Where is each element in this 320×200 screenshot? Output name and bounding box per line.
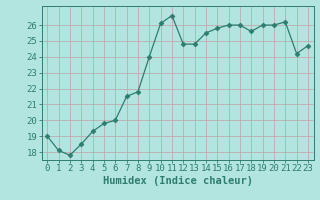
X-axis label: Humidex (Indice chaleur): Humidex (Indice chaleur) bbox=[103, 176, 252, 186]
